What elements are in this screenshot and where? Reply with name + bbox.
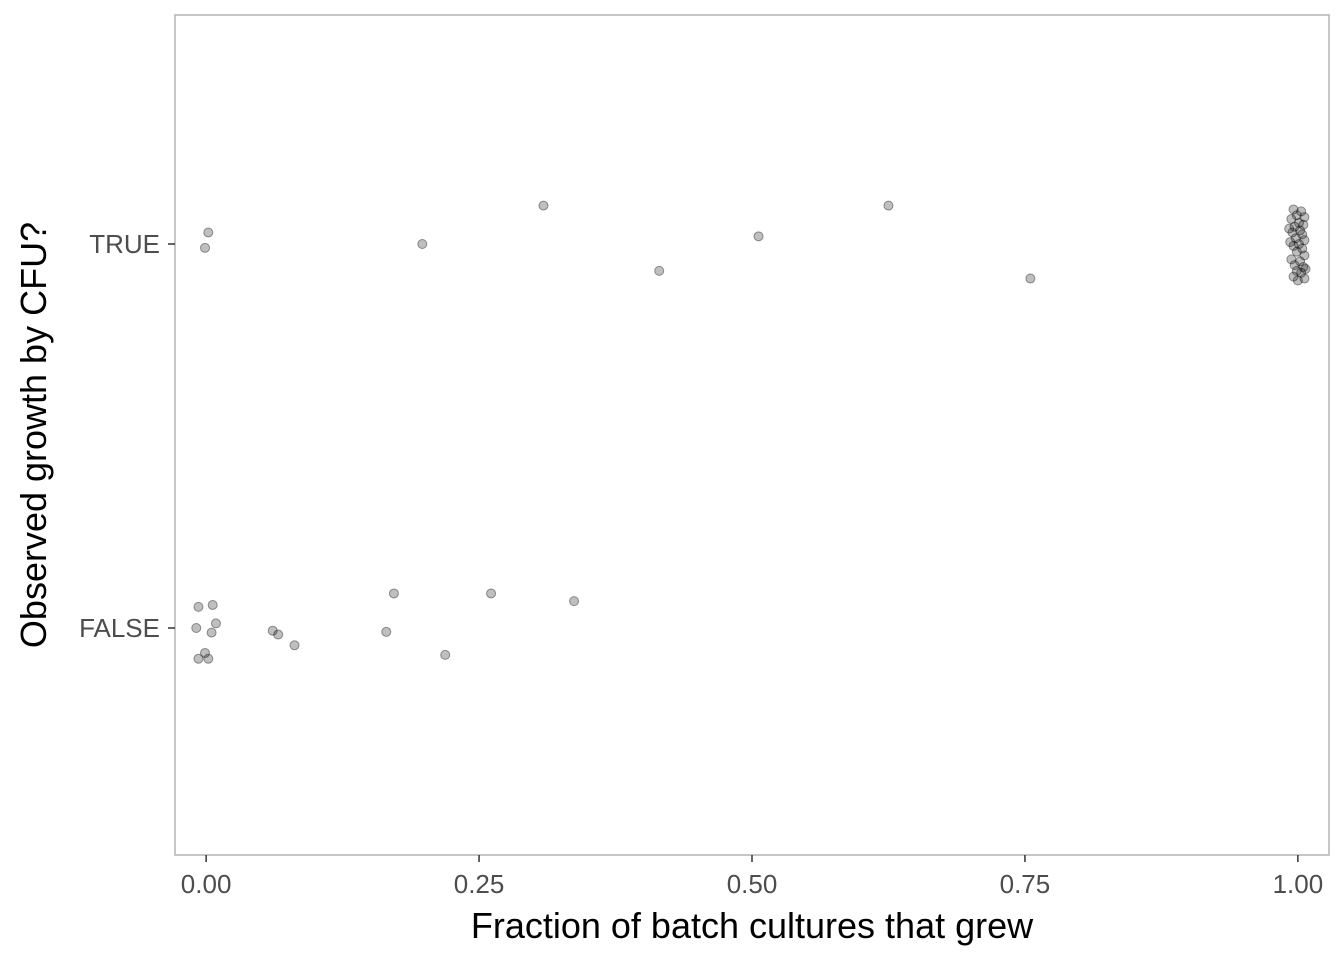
data-point-37 — [1300, 263, 1311, 274]
data-point-9 — [1296, 206, 1307, 217]
data-point-17 — [1287, 227, 1298, 238]
data-point-38 — [193, 601, 204, 612]
points-layer — [191, 200, 1311, 664]
x-tick-label-2: 0.50 — [727, 869, 778, 899]
data-point-35 — [1292, 275, 1303, 286]
data-point-23 — [1288, 240, 1299, 251]
y-axis: TRUE FALSE — [79, 229, 175, 643]
data-point-22 — [1293, 239, 1304, 249]
x-tick-label-3: 0.75 — [1000, 869, 1051, 899]
data-point-26 — [1299, 250, 1310, 261]
data-point-33 — [1288, 271, 1299, 282]
data-point-18 — [1297, 229, 1308, 240]
y-tick-label-true: TRUE — [89, 229, 160, 259]
data-point-2 — [417, 239, 428, 249]
data-point-52 — [486, 588, 497, 599]
data-point-51 — [440, 649, 451, 660]
data-point-41 — [210, 618, 221, 629]
panel-background — [174, 14, 1330, 856]
data-point-34 — [1299, 273, 1310, 284]
data-point-4 — [654, 265, 665, 276]
data-point-5 — [753, 231, 764, 242]
data-point-40 — [191, 623, 202, 633]
data-point-53 — [569, 596, 580, 607]
data-point-48 — [289, 640, 300, 651]
data-point-1 — [200, 242, 211, 253]
data-point-45 — [203, 653, 214, 664]
y-axis-title: Observed growth by CFU? — [13, 222, 54, 648]
data-point-7 — [1025, 273, 1036, 284]
data-point-24 — [1297, 243, 1308, 254]
data-point-0 — [203, 227, 214, 238]
data-point-8 — [1288, 204, 1299, 215]
data-point-6 — [883, 200, 894, 211]
data-point-15 — [1289, 221, 1300, 232]
x-axis: 0.00 0.25 0.50 0.75 1.00 — [181, 855, 1323, 899]
data-point-47 — [273, 629, 284, 640]
data-point-19 — [1290, 233, 1301, 244]
x-tick-label-0: 0.00 — [181, 869, 232, 899]
data-point-32 — [1296, 267, 1307, 278]
data-point-49 — [381, 626, 392, 637]
data-point-20 — [1299, 235, 1310, 246]
data-point-27 — [1286, 254, 1297, 265]
x-axis-title: Fraction of batch cultures that grew — [471, 905, 1034, 946]
data-point-46 — [267, 625, 278, 636]
data-point-42 — [206, 627, 217, 638]
data-point-28 — [1295, 256, 1306, 267]
data-point-10 — [1291, 210, 1302, 221]
data-point-50 — [388, 588, 399, 599]
x-tick-label-1: 0.25 — [454, 869, 505, 899]
data-point-3 — [538, 200, 549, 211]
data-point-14 — [1298, 219, 1309, 230]
y-tick-label-false: FALSE — [79, 613, 160, 643]
data-point-16 — [1295, 225, 1306, 236]
data-point-31 — [1291, 265, 1302, 276]
data-point-44 — [193, 653, 204, 664]
data-point-12 — [1286, 214, 1297, 225]
data-point-25 — [1291, 246, 1302, 257]
x-tick-label-4: 1.00 — [1273, 869, 1324, 899]
data-point-13 — [1293, 217, 1304, 228]
data-point-39 — [207, 599, 218, 610]
data-point-29 — [1289, 260, 1300, 271]
data-point-43 — [200, 647, 211, 658]
data-point-21 — [1285, 237, 1296, 248]
data-point-36 — [1284, 223, 1295, 234]
data-point-11 — [1299, 212, 1310, 223]
data-point-30 — [1298, 262, 1309, 273]
